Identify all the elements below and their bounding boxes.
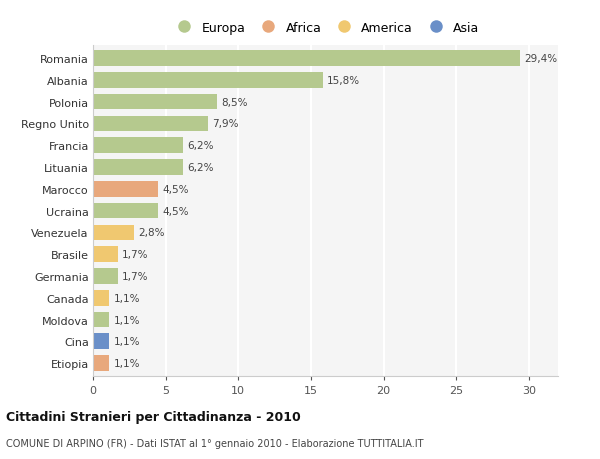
Text: 4,5%: 4,5% — [163, 185, 189, 195]
Text: 7,9%: 7,9% — [212, 119, 239, 129]
Bar — [93, 203, 158, 219]
Text: 6,2%: 6,2% — [187, 141, 214, 151]
Text: 1,1%: 1,1% — [113, 336, 140, 347]
Text: 6,2%: 6,2% — [187, 162, 214, 173]
Text: 1,1%: 1,1% — [113, 358, 140, 368]
Text: 2,8%: 2,8% — [138, 228, 164, 238]
Bar — [93, 269, 118, 284]
Text: 1,7%: 1,7% — [122, 271, 149, 281]
Bar — [93, 247, 118, 263]
Bar — [93, 356, 109, 371]
Bar — [93, 138, 183, 154]
Text: 29,4%: 29,4% — [524, 54, 558, 64]
Bar — [93, 225, 134, 241]
Bar — [93, 73, 323, 89]
Text: 1,1%: 1,1% — [113, 293, 140, 303]
Bar — [93, 51, 520, 67]
Text: 1,7%: 1,7% — [122, 250, 149, 260]
Text: 4,5%: 4,5% — [163, 206, 189, 216]
Bar — [93, 116, 208, 132]
Text: 1,1%: 1,1% — [113, 315, 140, 325]
Bar — [93, 182, 158, 197]
Bar — [93, 334, 109, 349]
Text: COMUNE DI ARPINO (FR) - Dati ISTAT al 1° gennaio 2010 - Elaborazione TUTTITALIA.: COMUNE DI ARPINO (FR) - Dati ISTAT al 1°… — [6, 438, 424, 448]
Bar — [93, 290, 109, 306]
Legend: Europa, Africa, America, Asia: Europa, Africa, America, Asia — [169, 19, 482, 37]
Bar — [93, 312, 109, 328]
Text: 15,8%: 15,8% — [327, 76, 360, 86]
Bar — [93, 95, 217, 110]
Text: Cittadini Stranieri per Cittadinanza - 2010: Cittadini Stranieri per Cittadinanza - 2… — [6, 410, 301, 423]
Text: 8,5%: 8,5% — [221, 97, 247, 107]
Bar — [93, 160, 183, 175]
